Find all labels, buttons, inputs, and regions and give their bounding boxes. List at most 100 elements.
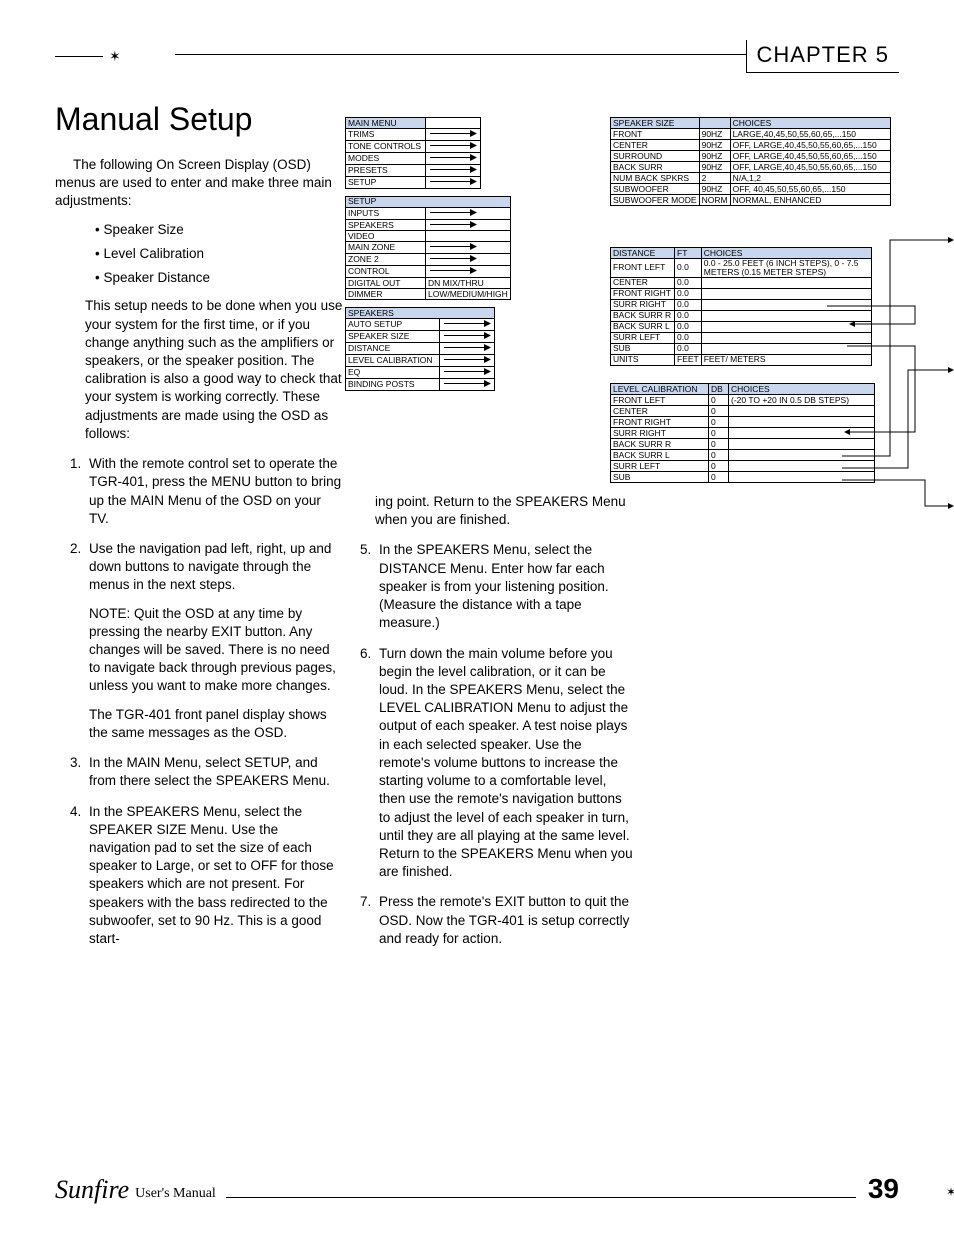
cell: FRONT LEFT [611,395,709,406]
cell: 0.0 [675,343,702,354]
cell: BACK SURR L [611,321,675,332]
main-menu-table: MAIN MENU TRIMS TONE CONTROLS MODES PRES… [345,117,481,189]
cell: SUB [611,472,709,483]
cell [729,450,875,461]
bullet-list: Speaker Size Level Calibration Speaker D… [95,221,343,288]
column-2: ing point. Return to the SPEAKERS Menu w… [345,493,633,960]
menu-row: DISTANCE [346,343,440,355]
cell: 0 [709,417,729,428]
cell: BACK SURR R [611,439,709,450]
body-para: This setup needs to be done when you use… [85,297,343,443]
cell [729,439,875,450]
step-note: The TGR-401 front panel display shows th… [89,706,343,742]
arrow-icon [440,354,495,366]
chapter-label: CHAPTER 5 [746,40,899,73]
cell: OFF, LARGE,40,45,50,55,60,65,...150 [730,140,890,151]
cell: (-20 TO +20 IN 0.5 DB STEPS) [729,395,875,406]
menu-header: SPEAKERS [346,308,495,319]
cell: BACK SURR R [611,310,675,321]
menu-value: LOW/MEDIUM/HIGH [426,289,511,300]
menu-row: VIDEO [346,231,426,242]
menu-row: CONTROL [346,266,426,278]
page-footer: Sunfire User's Manual 39 [55,1173,899,1205]
cell: FRONT RIGHT [611,288,675,299]
menu-row: BINDING POSTS [346,378,440,390]
arrow-icon [426,140,481,152]
cell: 90HZ [699,129,730,140]
cell: SURROUND [611,151,700,162]
cell: 0 [709,439,729,450]
cell: 0.0 [675,299,702,310]
distance-table: DISTANCEFTCHOICESFRONT LEFT0.00.0 - 25.0… [610,247,872,366]
cell [729,406,875,417]
cell: 90HZ [699,162,730,173]
cell [729,417,875,428]
menu-row: DIMMER [346,289,426,300]
cell [701,310,871,321]
registration-mark: ✶ [109,48,121,65]
cell: 0.0 [675,321,702,332]
menu-row: MODES [346,152,426,164]
bullet-item: Speaker Distance [95,269,343,287]
step-text: In the SPEAKERS Menu, select the DISTANC… [379,542,609,630]
page-number: 39 [868,1173,899,1205]
cell: SURR LEFT [611,332,675,343]
cell: FRONT RIGHT [611,417,709,428]
cell: SUBWOOFER MODE [611,195,700,206]
arrow-icon [426,242,511,254]
column-1: The following On Screen Display (OSD) me… [55,156,343,960]
cell [729,428,875,439]
users-manual-label: User's Manual [135,1186,216,1205]
cell [701,288,871,299]
cell: FRONT [611,129,700,140]
cell: 0 [709,472,729,483]
cell: SURR LEFT [611,461,709,472]
arrow-icon [440,343,495,355]
step-4: In the SPEAKERS Menu, select the SPEAKER… [85,803,343,949]
cell: 0 [709,406,729,417]
cell: SUBWOOFER [611,184,700,195]
cell: 90HZ [699,184,730,195]
brand-logo: Sunfire [55,1175,129,1205]
step-1: With the remote control set to operate t… [85,455,343,528]
arrow-icon [440,378,495,390]
cell: OFF, LARGE,40,45,50,55,60,65,...150 [730,151,890,162]
menu-row: AUTO SETUP [346,319,440,331]
intro-text: The following On Screen Display (OSD) me… [55,156,343,211]
cell: N/A,1,2 [730,173,890,184]
arrow-icon [440,366,495,378]
step-4-cont: ing point. Return to the SPEAKERS Menu w… [375,493,633,529]
cell: CENTER [611,406,709,417]
menu-row: PRESETS [346,164,426,176]
step-text: Use the navigation pad left, right, up a… [89,541,331,592]
menu-row: MAIN ZONE [346,242,426,254]
menu-row: INPUTS [346,207,426,219]
cell: 0.0 [675,310,702,321]
bullet-item: Speaker Size [95,221,343,239]
menu-row: ZONE 2 [346,254,426,266]
step-2: Use the navigation pad left, right, up a… [85,540,343,742]
menu-row: LEVEL CALIBRATION [346,354,440,366]
step-text: Turn down the main volume before you beg… [379,646,633,880]
menu-row: EQ [346,366,440,378]
menu-row: SETUP [346,176,426,188]
step-text: With the remote control set to operate t… [89,456,341,526]
rule-left [55,56,103,57]
setup-menu-table: SETUP INPUTS SPEAKERS VIDEO MAIN ZONE ZO… [345,196,511,301]
menu-row: TONE CONTROLS [346,140,426,152]
bullet-item: Level Calibration [95,245,343,263]
cell [701,343,871,354]
menu-header: MAIN MENU [346,118,426,129]
cell: CENTER [611,140,700,151]
cell [729,472,875,483]
cell: 0 [709,461,729,472]
cell [701,277,871,288]
cell: FRONT LEFT [611,259,675,278]
cell [701,321,871,332]
menu-value: DN MIX/THRU [426,278,511,289]
cell: 2 [699,173,730,184]
arrow-icon [426,266,511,278]
arrow-icon [426,219,511,231]
cell: 0 [709,428,729,439]
step-note: NOTE: Quit the OSD at any time by pressi… [89,605,343,696]
